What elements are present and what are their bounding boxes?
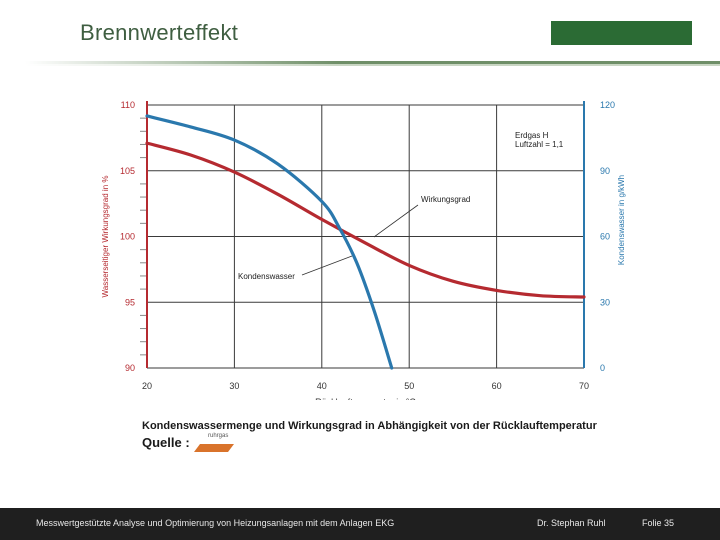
efficiency-annotation: Wirkungsgrad [421, 195, 470, 204]
axis-layer: 20 30 40 50 60 70 90 95 100 105 110 0 30 60 90 120 Rückl… [101, 100, 626, 400]
title-rule [25, 61, 720, 64]
footer-title: Messwertgestützte Analyse und Optimierun… [36, 518, 395, 528]
gas-annotation: Erdgas H [515, 131, 549, 140]
y-tick-label-left: 105 [120, 166, 135, 176]
y-tick-label-left: 90 [125, 363, 135, 373]
logo-notch [650, 45, 692, 48]
source-label: Quelle : [142, 435, 190, 450]
title-rule-shadow [25, 64, 720, 66]
footer-slide-number: Folie 35 [642, 518, 675, 528]
efficiency-series-line [145, 141, 586, 299]
x-axis-title: Rücklauftemperatur in °C [315, 397, 416, 400]
chart: 20 30 40 50 60 70 90 95 100 105 110 0 30 60 90 120 Rückl… [101, 100, 626, 400]
y-axis-title-left: Wasserseitiger Wirkungsgrad in % [101, 176, 110, 298]
ruhrgas-logo-text: ruhrgas [208, 433, 229, 439]
y-axis-title-right: Kondenswasser in g/kWh [617, 175, 626, 265]
ruhrgas-logo: ruhrgas [194, 433, 236, 455]
efficiency-annotation-leader [373, 204, 419, 238]
condensate-series-line [145, 114, 394, 370]
footer-author: Dr. Stephan Ruhl [537, 518, 606, 528]
y-tick-label-right: 30 [600, 297, 610, 307]
x-tick-label: 40 [317, 381, 327, 391]
ruhrgas-logo-shape [194, 444, 234, 452]
y-tick-label-left: 100 [120, 232, 135, 242]
y-tick-label-right: 90 [600, 166, 610, 176]
series-layer [145, 114, 586, 370]
x-tick-label: 20 [142, 381, 152, 391]
condensate-annotation: Kondenswasser [238, 272, 295, 281]
footer-bar: Messwertgestützte Analyse und Optimierun… [0, 508, 720, 540]
y-tick-label-left: 95 [125, 297, 135, 307]
logo-block [551, 21, 692, 45]
y-tick-label-right: 0 [600, 363, 605, 373]
chart-caption: Kondenswassermenge und Wirkungsgrad in A… [142, 420, 597, 432]
x-tick-label: 70 [579, 381, 589, 391]
air-ratio-annotation: Luftzahl = 1,1 [515, 140, 564, 149]
y-tick-label-left: 110 [121, 100, 135, 110]
y-tick-label-right: 60 [600, 232, 610, 242]
slide-title: Brennwerteffekt [80, 20, 239, 45]
x-tick-label: 60 [492, 381, 502, 391]
y-tick-label-right: 120 [600, 100, 615, 110]
x-tick-label: 30 [229, 381, 239, 391]
condensate-annotation-leader [301, 255, 353, 276]
x-tick-label: 50 [404, 381, 414, 391]
